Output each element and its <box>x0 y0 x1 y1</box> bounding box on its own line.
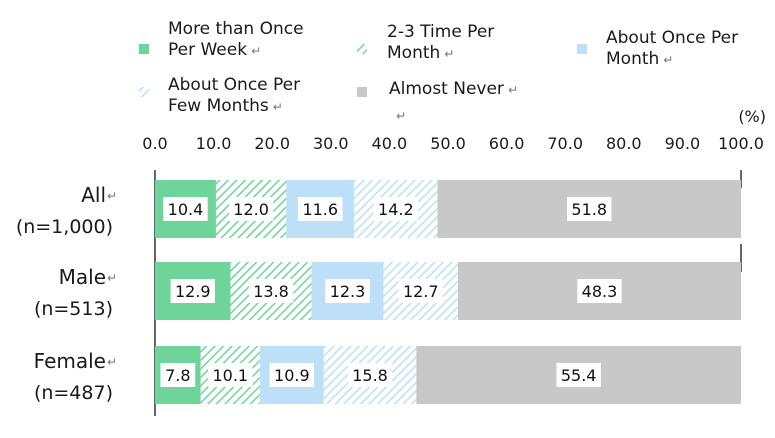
legend-label-3: About Once Per Month ↵ <box>606 28 738 69</box>
data-label: 55.4 <box>561 366 597 385</box>
legend-swatch-1 <box>139 44 149 54</box>
x-tick-label: 50.0 <box>430 134 466 153</box>
data-label: 13.8 <box>253 282 289 301</box>
data-label-box <box>228 197 274 221</box>
data-label: 10.9 <box>274 366 310 385</box>
return-mark: ↵ <box>107 271 117 285</box>
category-labels: All ↵(n=1,000)Male ↵(n=513)Female ↵(n=487) <box>16 183 117 404</box>
legend-swatch-5 <box>357 87 367 97</box>
data-label-box <box>160 363 196 387</box>
x-tick-label: 70.0 <box>547 134 583 153</box>
x-tick-label: 60.0 <box>489 134 525 153</box>
data-label: 12.9 <box>175 282 211 301</box>
x-tick-label: 10.0 <box>196 134 232 153</box>
legend-swatch-4 <box>139 87 149 97</box>
data-label-box <box>556 363 601 387</box>
category-sample-size: (n=1,000) <box>16 216 113 238</box>
category-label: All <box>81 183 106 207</box>
data-label-box <box>347 363 393 387</box>
data-label: 15.8 <box>352 366 388 385</box>
return-mark: ↵ <box>107 355 117 369</box>
data-label-box <box>577 279 622 303</box>
category-sample-size: (n=513) <box>34 298 113 320</box>
data-label-box <box>567 197 612 221</box>
legend-return-mark: ↵ <box>396 109 406 123</box>
category-label: Male <box>59 265 106 289</box>
data-label-box <box>208 363 253 387</box>
x-tick-label: 30.0 <box>313 134 349 153</box>
data-label: 10.4 <box>168 200 204 219</box>
data-label: 10.1 <box>212 366 248 385</box>
data-label-box <box>373 197 419 221</box>
data-label-box <box>398 279 443 303</box>
legend-label-2: 2-3 Time Per Month ↵ <box>387 22 494 63</box>
data-label-box <box>170 279 215 303</box>
x-tick-label: 20.0 <box>254 134 290 153</box>
category-sample-size: (n=487) <box>34 382 113 404</box>
x-tick-label: 0.0 <box>142 134 167 153</box>
data-label-box <box>298 197 343 221</box>
plot-area: 10.4 12.0 11.6 14.2 51.8 12.9 13.8 12.3 12.7 48.3… <box>155 180 741 404</box>
legend-label-4: About Once Per Few Months ↵ <box>168 75 300 116</box>
data-label-box <box>269 363 315 387</box>
legend: More than Once Per Week ↵ 2-3 Time Per Month… <box>139 19 738 123</box>
legend-label-5: Almost Never ↵ <box>389 79 518 99</box>
data-label: 12.7 <box>403 282 439 301</box>
legend-label-1: More than Once Per Week ↵ <box>168 19 304 60</box>
x-tick-label: 90.0 <box>665 134 701 153</box>
data-label: 11.6 <box>302 200 338 219</box>
data-label: 48.3 <box>582 282 618 301</box>
category-label: Female <box>34 349 106 373</box>
legend-swatch-3 <box>577 44 587 54</box>
data-label: 51.8 <box>571 200 607 219</box>
data-label: 14.2 <box>378 200 414 219</box>
x-tick-label: 100.0 <box>718 134 764 153</box>
unit-label: (%) <box>738 107 766 126</box>
data-label: 12.0 <box>233 200 269 219</box>
legend-swatch-2 <box>357 44 367 54</box>
data-label-box <box>248 279 294 303</box>
x-tick-label: 40.0 <box>372 134 408 153</box>
data-label-box <box>163 197 208 221</box>
return-mark: ↵ <box>107 189 117 203</box>
data-label: 12.3 <box>330 282 366 301</box>
x-tick-label: 80.0 <box>606 134 642 153</box>
data-label: 7.8 <box>165 366 190 385</box>
data-label-box <box>325 279 370 303</box>
